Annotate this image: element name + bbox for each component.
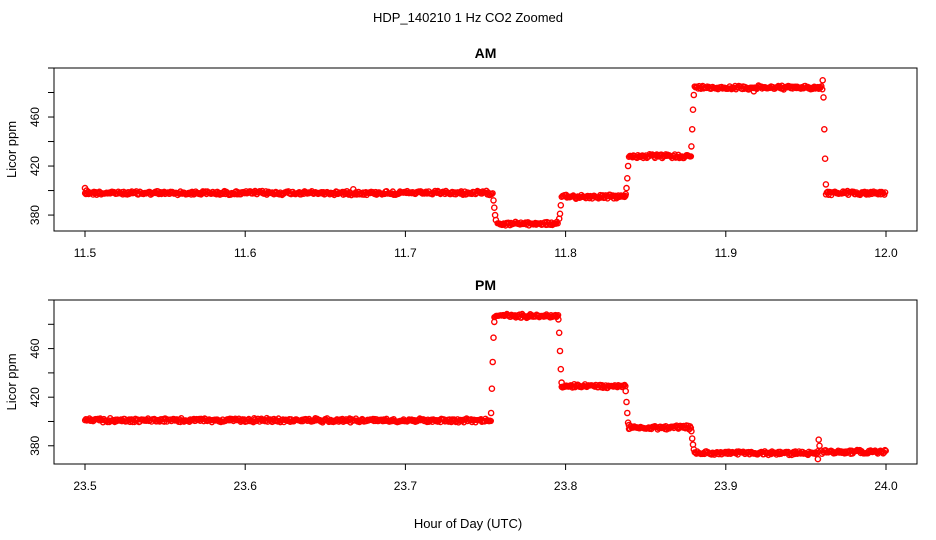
data-point	[882, 189, 889, 196]
x-tick-label: 23.8	[554, 479, 578, 493]
x-tick-label: 11.7	[394, 246, 417, 260]
data-point	[815, 436, 823, 444]
data-point	[490, 318, 498, 326]
data-point	[687, 424, 695, 432]
data-point	[558, 379, 565, 386]
figure-title: HDP_140210 1 Hz CO2 Zoomed	[373, 10, 563, 25]
data-point	[687, 153, 695, 160]
x-tick-label: 11.9	[715, 246, 738, 260]
y-axis-label: Licor ppm	[4, 353, 19, 410]
data-point	[819, 77, 827, 84]
data-point	[688, 143, 695, 150]
data-point	[689, 106, 697, 113]
am-panel: AM 11.5 11.6 11.7 11.8 11.9 12.0 380 420 460 Licor…	[4, 45, 918, 260]
data-point	[557, 365, 565, 373]
data-points	[81, 77, 889, 229]
data-point	[488, 385, 496, 393]
data-point	[622, 387, 630, 395]
data-point	[624, 409, 631, 417]
x-tick-label: 11.6	[234, 246, 257, 260]
data-point	[814, 455, 822, 463]
data-point	[349, 185, 357, 193]
data-point	[556, 210, 564, 218]
data-point	[489, 358, 497, 366]
y-tick-label: 460	[28, 338, 42, 358]
data-point	[690, 446, 698, 453]
data-point	[818, 83, 825, 90]
data-point	[490, 334, 497, 342]
plot-frame	[53, 299, 918, 465]
data-point	[487, 417, 495, 425]
data-point	[556, 347, 564, 355]
data-point	[489, 190, 496, 197]
y-axis-label: Licor ppm	[4, 121, 19, 178]
data-point	[490, 204, 498, 211]
x-tick-label: 24.0	[874, 479, 898, 493]
x-tick-label: 11.8	[554, 246, 577, 260]
data-point	[84, 188, 92, 196]
data-point	[625, 421, 633, 429]
plot-frame	[53, 67, 918, 232]
data-points	[81, 310, 890, 463]
panel-title: AM	[475, 45, 497, 61]
data-point	[819, 86, 826, 93]
x-tick-label: 23.5	[73, 479, 97, 493]
pm-panel: PM 23.5 23.6 23.7 23.8 23.9 24.0 380 420 460 Licor…	[4, 277, 918, 493]
data-point	[821, 126, 828, 133]
data-point	[822, 181, 830, 188]
data-point	[490, 197, 497, 204]
data-point	[690, 91, 698, 99]
data-point	[487, 409, 495, 417]
data-point	[623, 398, 630, 406]
y-tick-label: 420	[28, 156, 42, 176]
data-point	[624, 174, 631, 182]
data-point	[622, 190, 630, 198]
x-tick-label: 23.6	[234, 479, 258, 493]
y-tick-label: 460	[28, 107, 42, 127]
data-point	[557, 201, 565, 209]
y-tick-label: 380	[28, 205, 42, 225]
x-axis-label: Hour of Day (UTC)	[414, 516, 522, 531]
data-point	[624, 162, 632, 170]
data-point	[555, 316, 562, 323]
data-point	[555, 329, 563, 337]
data-point	[750, 88, 758, 95]
y-tick-label: 420	[28, 387, 42, 407]
x-tick-label: 12.0	[874, 246, 898, 260]
data-point	[623, 184, 630, 192]
data-point	[882, 447, 890, 454]
data-point	[820, 94, 827, 101]
data-point	[688, 435, 696, 442]
data-point	[688, 126, 696, 133]
x-tick-label: 23.9	[714, 479, 738, 493]
y-tick-label: 380	[28, 435, 42, 455]
data-point	[688, 427, 695, 435]
panel-title: PM	[475, 277, 496, 293]
x-tick-label: 11.5	[74, 246, 97, 260]
data-point	[816, 442, 823, 450]
data-point	[492, 216, 500, 224]
data-point	[821, 155, 829, 162]
x-tick-label: 23.7	[394, 479, 418, 493]
